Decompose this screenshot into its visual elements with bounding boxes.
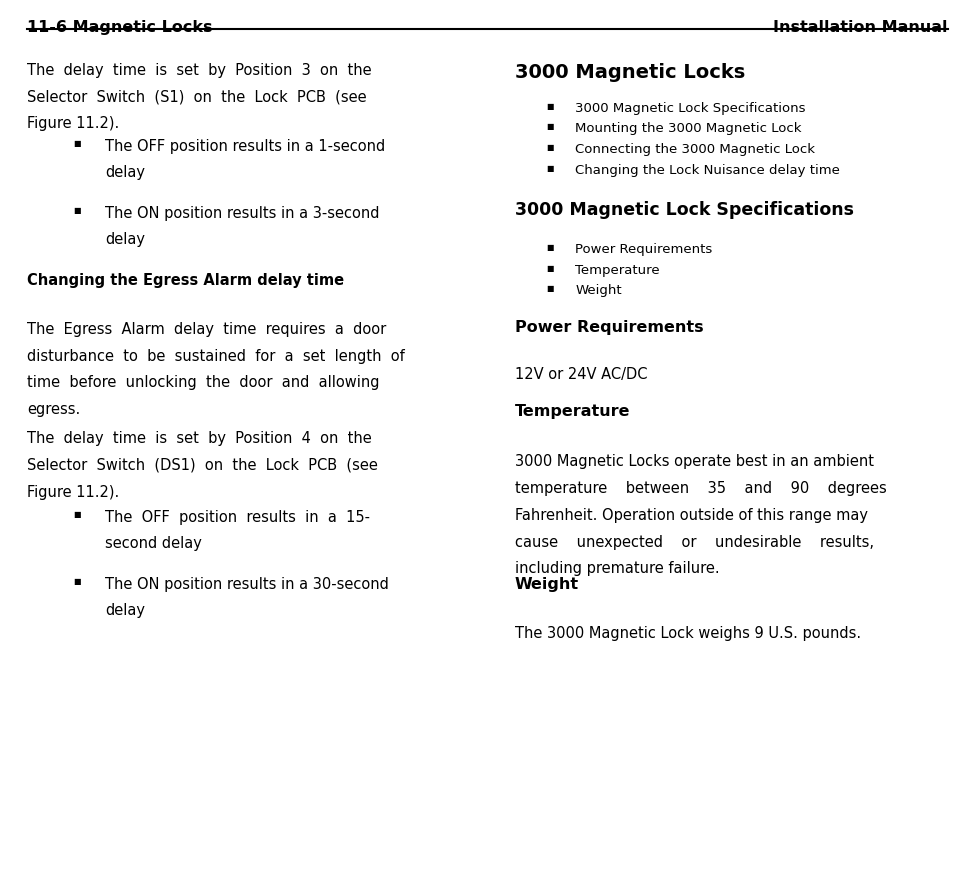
Text: cause    unexpected    or    undesirable    results,: cause unexpected or undesirable results, [515, 535, 874, 550]
Text: ■: ■ [546, 243, 554, 252]
Text: Temperature: Temperature [575, 264, 660, 277]
Text: Changing the Lock Nuisance delay time: Changing the Lock Nuisance delay time [575, 164, 840, 177]
Text: ■: ■ [546, 284, 554, 293]
Text: 12V or 24V AC/DC: 12V or 24V AC/DC [515, 367, 647, 382]
Text: delay: delay [105, 165, 145, 181]
Text: Mounting the 3000 Magnetic Lock: Mounting the 3000 Magnetic Lock [575, 122, 801, 136]
Text: time  before  unlocking  the  door  and  allowing: time before unlocking the door and allow… [27, 375, 380, 391]
Text: Fahrenheit. Operation outside of this range may: Fahrenheit. Operation outside of this ra… [515, 508, 868, 523]
Text: The  delay  time  is  set  by  Position  4  on  the: The delay time is set by Position 4 on t… [27, 431, 372, 446]
Text: 3000 Magnetic Locks: 3000 Magnetic Locks [515, 63, 745, 81]
Text: ■: ■ [546, 122, 554, 131]
Text: The OFF position results in a 1-second: The OFF position results in a 1-second [105, 139, 385, 154]
Text: The ON position results in a 3-second: The ON position results in a 3-second [105, 206, 380, 221]
Text: Temperature: Temperature [515, 404, 630, 419]
Text: 3000 Magnetic Lock Specifications: 3000 Magnetic Lock Specifications [515, 201, 854, 219]
Text: egress.: egress. [27, 402, 81, 417]
Text: Figure 11.2).: Figure 11.2). [27, 485, 120, 500]
Text: delay: delay [105, 232, 145, 248]
Text: disturbance  to  be  sustained  for  a  set  length  of: disturbance to be sustained for a set le… [27, 349, 405, 364]
Text: 3000 Magnetic Locks operate best in an ambient: 3000 Magnetic Locks operate best in an a… [515, 454, 874, 469]
Text: ■: ■ [73, 510, 81, 519]
Text: Selector  Switch  (DS1)  on  the  Lock  PCB  (see: Selector Switch (DS1) on the Lock PCB (s… [27, 458, 378, 473]
Text: Power Requirements: Power Requirements [515, 320, 703, 335]
Text: The ON position results in a 30-second: The ON position results in a 30-second [105, 577, 389, 592]
Text: 3000 Magnetic Lock Specifications: 3000 Magnetic Lock Specifications [575, 102, 805, 115]
Text: Installation Manual: Installation Manual [773, 20, 948, 35]
Text: delay: delay [105, 603, 145, 619]
Text: Figure 11.2).: Figure 11.2). [27, 116, 120, 131]
Text: Connecting the 3000 Magnetic Lock: Connecting the 3000 Magnetic Lock [575, 143, 815, 156]
Text: Weight: Weight [515, 577, 579, 592]
Text: The  Egress  Alarm  delay  time  requires  a  door: The Egress Alarm delay time requires a d… [27, 322, 386, 337]
Text: second delay: second delay [105, 536, 202, 552]
Text: The  delay  time  is  set  by  Position  3  on  the: The delay time is set by Position 3 on t… [27, 63, 371, 78]
Text: 11-6 Magnetic Locks: 11-6 Magnetic Locks [27, 20, 213, 35]
Text: ■: ■ [546, 102, 554, 111]
Text: ■: ■ [73, 577, 81, 586]
Text: Changing the Egress Alarm delay time: Changing the Egress Alarm delay time [27, 273, 344, 288]
Text: Weight: Weight [575, 284, 622, 298]
Text: The 3000 Magnetic Lock weighs 9 U.S. pounds.: The 3000 Magnetic Lock weighs 9 U.S. pou… [515, 626, 861, 641]
Text: Power Requirements: Power Requirements [575, 243, 713, 257]
Text: including premature failure.: including premature failure. [515, 561, 720, 577]
Text: ■: ■ [546, 164, 554, 173]
Text: ■: ■ [73, 139, 81, 148]
Text: temperature    between    35    and    90    degrees: temperature between 35 and 90 degrees [515, 481, 886, 496]
Text: ■: ■ [546, 143, 554, 152]
Text: The  OFF  position  results  in  a  15-: The OFF position results in a 15- [105, 510, 371, 525]
Text: ■: ■ [73, 206, 81, 215]
Text: ■: ■ [546, 264, 554, 273]
Text: Selector  Switch  (S1)  on  the  Lock  PCB  (see: Selector Switch (S1) on the Lock PCB (se… [27, 89, 367, 105]
